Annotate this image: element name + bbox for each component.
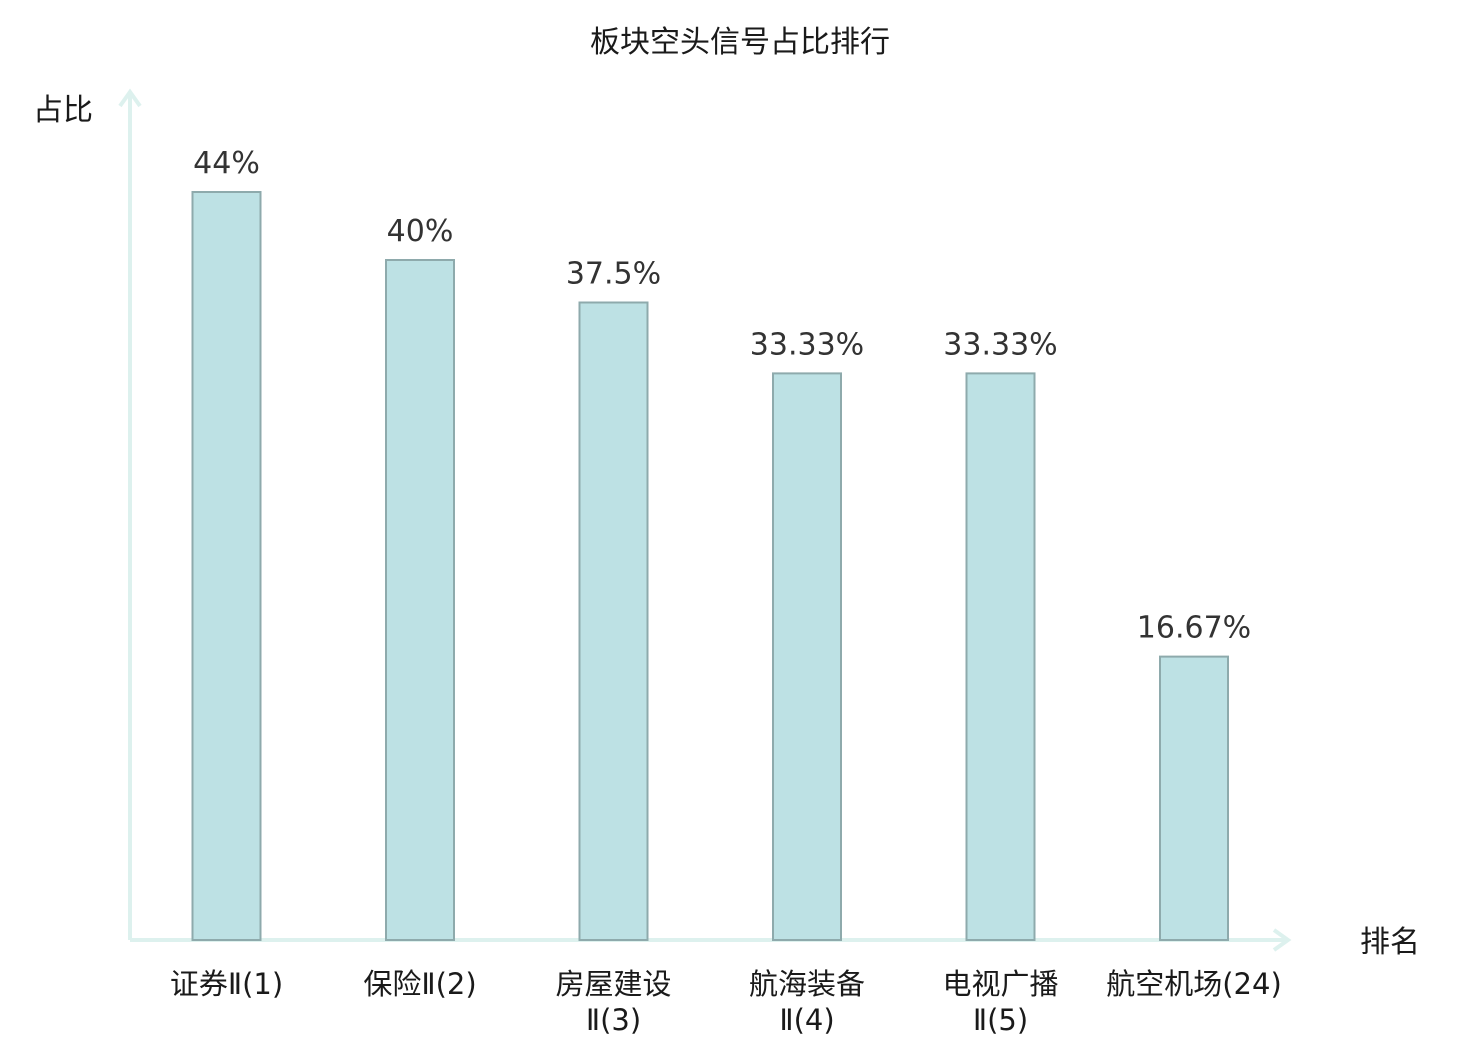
x-axis-label: 排名 — [1360, 925, 1420, 960]
value-label: 37.5% — [566, 257, 661, 292]
category-label: 证券Ⅱ(1) — [170, 967, 283, 1001]
category-label: Ⅱ(3) — [586, 1003, 641, 1037]
value-label: 44% — [193, 146, 260, 181]
category-label: 保险Ⅱ(2) — [363, 967, 476, 1001]
chart-title: 板块空头信号占比排行 — [590, 25, 890, 60]
value-labels-group: 44% 40% 37.5% 33.33% 33.33% 16.67% — [193, 146, 1251, 646]
value-label: 33.33% — [750, 327, 864, 362]
y-axis-arrow — [118, 88, 142, 108]
bar — [578, 301, 649, 941]
value-label: 33.33% — [943, 327, 1057, 362]
bar — [385, 259, 455, 941]
category-label: Ⅱ(5) — [973, 1003, 1028, 1037]
bars-group — [191, 191, 1229, 941]
category-label: 航海装备 — [749, 967, 865, 1001]
bar — [1159, 655, 1229, 941]
category-label: 航空机场(24) — [1106, 967, 1282, 1001]
bar — [772, 372, 842, 941]
y-axis-label: 占比 — [33, 93, 93, 128]
bar — [191, 191, 262, 941]
category-label: 电视广播 — [942, 967, 1058, 1001]
bar — [965, 372, 1036, 941]
category-label: Ⅱ(4) — [779, 1003, 834, 1037]
x-axis-arrow — [1272, 928, 1292, 952]
axes — [118, 88, 1292, 952]
category-label: 房屋建设 — [555, 967, 671, 1001]
value-label: 16.67% — [1137, 611, 1251, 646]
value-label: 40% — [387, 214, 454, 249]
